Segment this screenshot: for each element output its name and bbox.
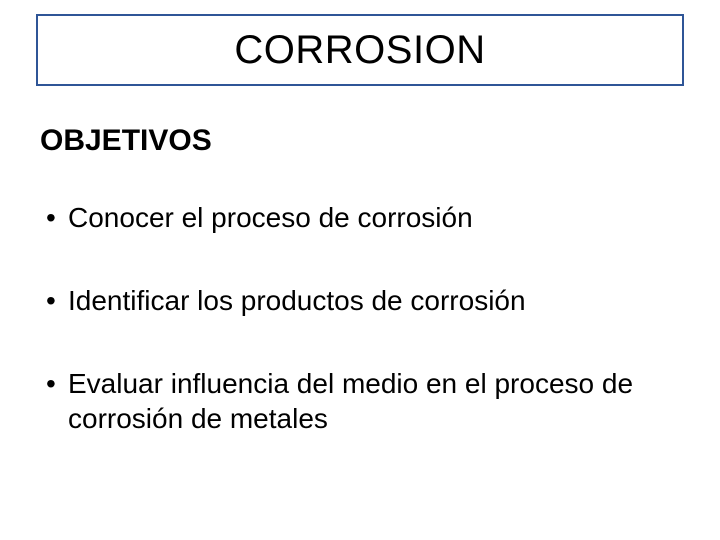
subtitle: OBJETIVOS [40, 124, 212, 158]
slide-title: CORROSION [234, 28, 485, 73]
bullet-icon: • [46, 283, 68, 318]
bullet-text: Conocer el proceso de corrosión [68, 200, 686, 235]
list-item: • Conocer el proceso de corrosión [46, 200, 686, 235]
bullet-icon: • [46, 366, 68, 401]
bullet-text: Evaluar influencia del medio en el proce… [68, 366, 686, 436]
list-item: • Evaluar influencia del medio en el pro… [46, 366, 686, 436]
title-box: CORROSION [36, 14, 684, 86]
bullet-icon: • [46, 200, 68, 235]
bullet-list: • Conocer el proceso de corrosión • Iden… [46, 200, 686, 436]
bullet-text: Identificar los productos de corrosión [68, 283, 686, 318]
list-item: • Identificar los productos de corrosión [46, 283, 686, 318]
